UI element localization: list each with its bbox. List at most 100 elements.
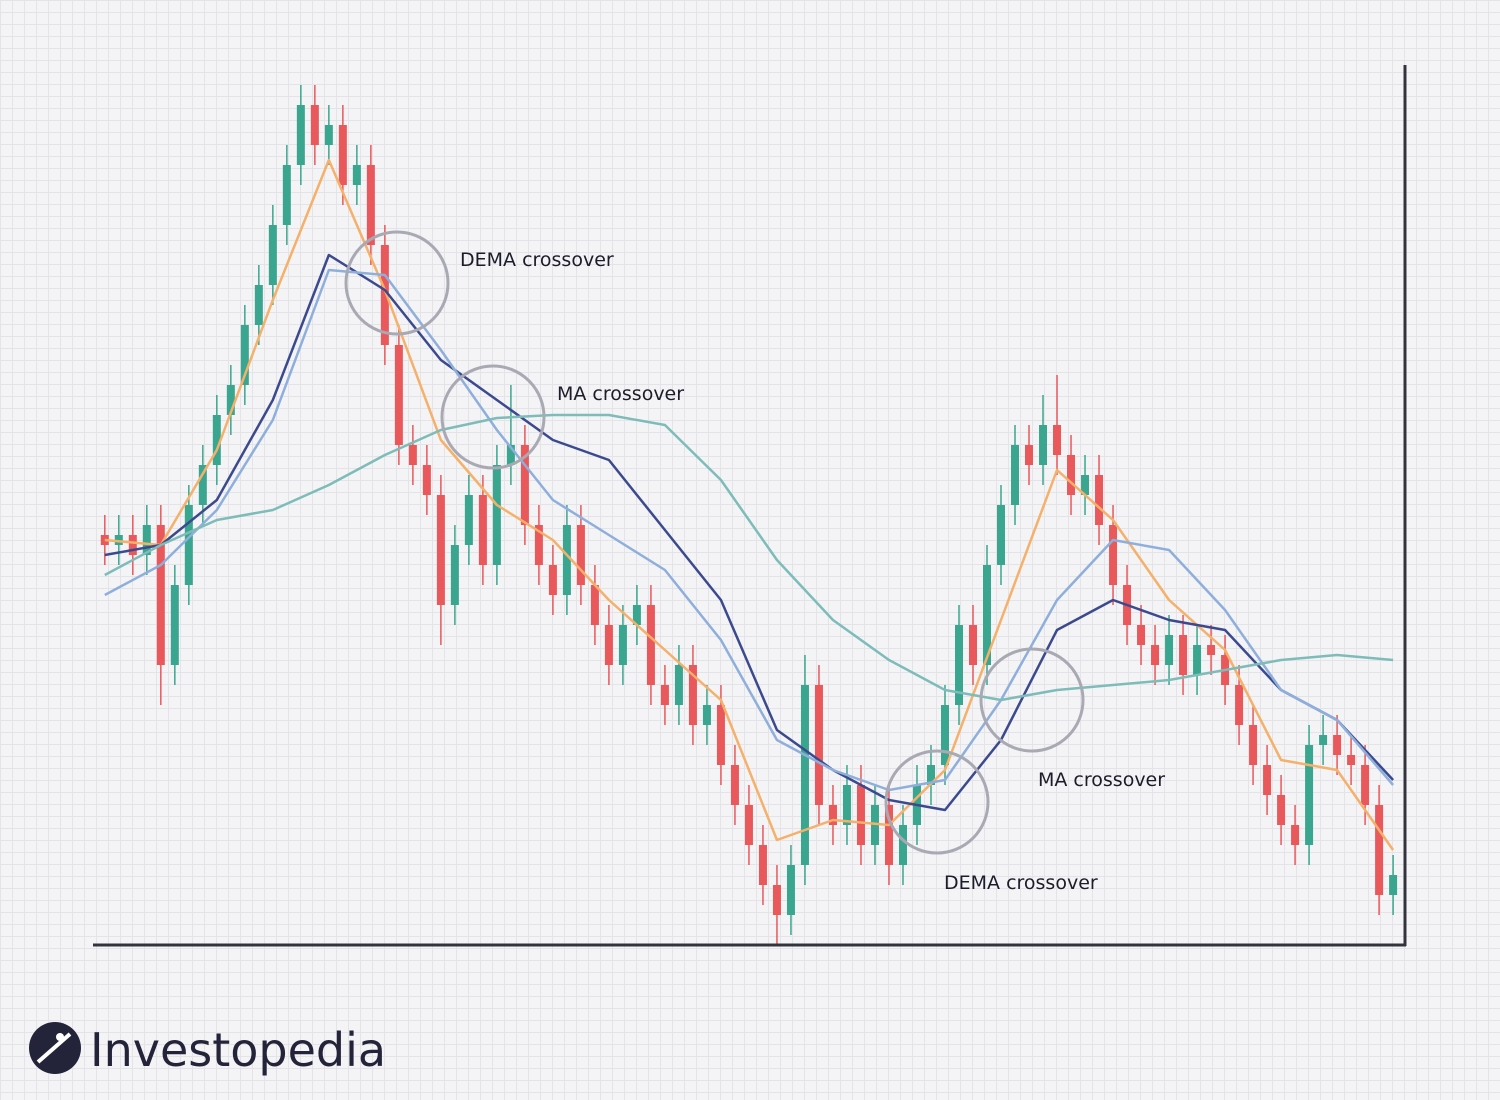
candle-body [1179,635,1188,675]
candle-body [1053,425,1062,455]
candle-body [590,585,599,625]
candle-body [1207,645,1216,655]
annotation: MA crossover [557,383,684,405]
candle-body [744,805,753,845]
candle-body [618,625,627,665]
logo: Investopedia [29,1022,386,1077]
candle-body [1291,825,1300,845]
candle-body [156,525,165,665]
candle-body [534,525,543,565]
candle-body [1109,525,1118,585]
candle-body [408,445,417,465]
candle-body [142,525,151,555]
candle-body [842,785,851,825]
candle-body [940,705,949,765]
annotation: DEMA crossover [460,249,614,271]
annotation: DEMA crossover [944,872,1098,894]
candle-body [1319,735,1328,745]
candle-body [436,495,445,605]
candle-body [198,465,207,505]
candle-body [380,245,389,345]
candle-body [1249,725,1258,765]
candle-body [1263,765,1272,795]
candle-body [1095,475,1104,525]
candle-body [660,685,669,705]
candle-body [1011,445,1020,505]
candle-body [1389,875,1398,895]
candle-body [1347,755,1356,765]
moving-average-line [104,253,1395,812]
candle-body [338,125,347,185]
candle-body [632,605,641,625]
candle-body [170,585,179,665]
candle-body [1193,645,1202,675]
candle-body [954,625,963,705]
candle-body [1081,475,1090,495]
candle-body [1305,745,1314,845]
logo-text: Investopedia [90,1023,386,1077]
candle-body [128,535,137,555]
candle-body [506,445,515,465]
moving-average-line [104,268,1395,792]
circle [440,364,546,470]
circle [979,647,1085,753]
candle-body [240,325,249,385]
candle-body [997,505,1006,565]
candle-body [520,445,529,525]
candle-body [926,765,935,785]
moving-average-line [104,158,1395,851]
moving-average-line [104,413,1394,702]
candle-body [1025,445,1034,465]
candle-body [576,525,585,585]
candle-body [856,785,865,845]
candle-body [366,165,375,245]
candle-body [296,105,305,165]
annotation: MA crossover [1038,769,1165,791]
candle-body [324,125,333,145]
candle-body [310,105,319,145]
candle-body [1137,625,1146,645]
candle-body [1235,685,1244,725]
candle-body [814,685,823,805]
candle-body [1333,735,1342,755]
candle-body [562,525,571,595]
candle-body [646,605,655,685]
candle-body [394,345,403,445]
candle-body [772,885,781,915]
candle-body [758,845,767,885]
candle-body [464,495,473,545]
candle-body [898,825,907,865]
candle-body [674,665,683,705]
candle-body [716,705,725,765]
candle-body [268,225,277,285]
candle-body [422,465,431,495]
candle-body [1361,765,1370,805]
candle-body [969,625,978,665]
candle-body [492,465,501,565]
candle-body [730,765,739,805]
candle-body [254,285,263,325]
candle-body [800,685,809,865]
candle-body [688,665,697,725]
candle-body [884,805,893,865]
candle-body [282,165,291,225]
logo-dot [56,1033,64,1041]
candle-body [450,545,459,605]
circle [884,749,990,855]
candle-body [548,565,557,595]
annotation-circles [344,230,1085,855]
candle-body [604,625,613,665]
candle-body [352,165,361,185]
candle-body [1039,425,1048,465]
logo-glyph [36,1032,72,1064]
candle-body [1277,795,1286,825]
candle-body [478,495,487,565]
candle-body [702,705,711,725]
candle-body [1151,645,1160,665]
candle-body [1375,805,1384,895]
candle-body [1067,455,1076,495]
candle-body [828,805,837,825]
circle [344,230,450,336]
